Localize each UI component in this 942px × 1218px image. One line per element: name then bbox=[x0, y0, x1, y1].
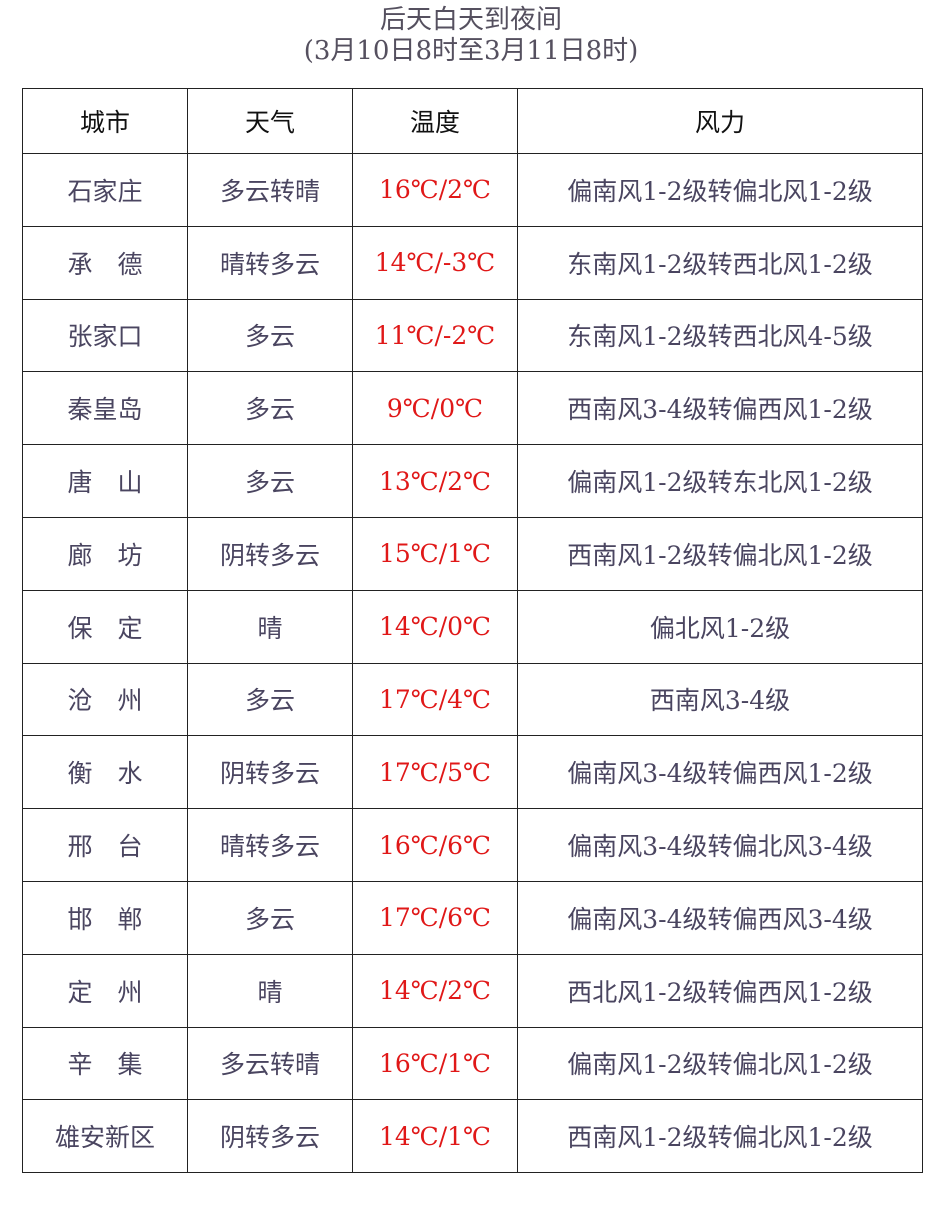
wind-cell: 偏南风3-4级转偏北风3-4级 bbox=[517, 808, 923, 882]
city-cell: 沧 州 bbox=[22, 662, 188, 737]
city-cell: 邢 台 bbox=[22, 808, 188, 882]
weather-cell: 晴 bbox=[187, 589, 353, 664]
weather-cell: 多云 bbox=[187, 444, 353, 518]
weather-cell: 晴 bbox=[187, 953, 353, 1028]
weather-cell: 阴转多云 bbox=[187, 1099, 353, 1174]
temperature-cell: 17℃/6℃ bbox=[352, 880, 518, 955]
wind-cell: 偏南风1-2级转偏北风1-2级 bbox=[517, 153, 923, 227]
wind-cell: 偏南风3-4级转偏西风1-2级 bbox=[517, 735, 923, 810]
weather-cell: 晴转多云 bbox=[187, 808, 353, 882]
temperature-cell: 16℃/1℃ bbox=[352, 1026, 518, 1101]
weather-cell: 阴转多云 bbox=[187, 735, 353, 810]
temperature-cell: 16℃/2℃ bbox=[352, 153, 518, 227]
temperature-cell: 17℃/4℃ bbox=[352, 662, 518, 737]
table-row: 保 定晴 14℃/0℃ 偏北风1-2级 bbox=[22, 589, 923, 664]
temperature-cell: 11℃/-2℃ bbox=[352, 298, 518, 373]
table-row: 沧 州多云 17℃/4℃ 西南风3-4级 bbox=[22, 662, 923, 737]
temperature-cell: 15℃/1℃ bbox=[352, 516, 518, 591]
table-row: 邢 台晴转多云 16℃/6℃ 偏南风3-4级转偏北风3-4级 bbox=[22, 808, 923, 882]
wind-cell: 西南风3-4级转偏西风1-2级 bbox=[517, 371, 923, 446]
weather-cell: 晴转多云 bbox=[187, 225, 353, 300]
weather-cell: 多云 bbox=[187, 880, 353, 955]
temperature-cell: 16℃/6℃ bbox=[352, 808, 518, 882]
header-wind: 风力 bbox=[517, 88, 923, 154]
wind-cell: 偏南风1-2级转东北风1-2级 bbox=[517, 444, 923, 518]
table-row: 秦皇岛 多云 9℃/0℃ 西南风3-4级转偏西风1-2级 bbox=[22, 371, 923, 446]
city-cell: 定 州 bbox=[22, 953, 188, 1028]
city-cell: 唐 山 bbox=[22, 444, 188, 518]
table-row: 邯 郸多云 17℃/6℃ 偏南风3-4级转偏西风3-4级 bbox=[22, 880, 923, 955]
temperature-cell: 17℃/5℃ bbox=[352, 735, 518, 810]
header-temperature: 温度 bbox=[352, 88, 518, 154]
table-header-row: 城市 天气 温度 风力 bbox=[22, 88, 923, 154]
wind-cell: 西南风1-2级转偏北风1-2级 bbox=[517, 1099, 923, 1174]
city-cell: 廊 坊 bbox=[22, 516, 188, 591]
weather-cell: 阴转多云 bbox=[187, 516, 353, 591]
table-row: 雄安新区 阴转多云 14℃/1℃ 西南风1-2级转偏北风1-2级 bbox=[22, 1099, 923, 1174]
page-subtitle: (3月10日8时至3月11日8时) bbox=[303, 36, 639, 66]
wind-cell: 偏北风1-2级 bbox=[517, 589, 923, 664]
city-cell: 辛 集 bbox=[22, 1026, 188, 1101]
table-row: 辛 集多云转晴 16℃/1℃ 偏南风1-2级转偏北风1-2级 bbox=[22, 1026, 923, 1101]
page-title: 后天白天到夜间 bbox=[379, 5, 562, 35]
table-row: 张家口 多云 11℃/-2℃ 东南风1-2级转西北风4-5级 bbox=[22, 298, 923, 373]
city-cell: 邯 郸 bbox=[22, 880, 188, 955]
table-row: 衡 水阴转多云 17℃/5℃ 偏南风3-4级转偏西风1-2级 bbox=[22, 735, 923, 810]
table-row: 唐 山多云 13℃/2℃ 偏南风1-2级转东北风1-2级 bbox=[22, 444, 923, 518]
temperature-cell: 9℃/0℃ bbox=[352, 371, 518, 446]
city-cell: 秦皇岛 bbox=[22, 371, 188, 446]
weather-cell: 多云转晴 bbox=[187, 153, 353, 227]
temperature-cell: 13℃/2℃ bbox=[352, 444, 518, 518]
wind-cell: 西南风1-2级转偏北风1-2级 bbox=[517, 516, 923, 591]
table-row: 石家庄 多云转晴 16℃/2℃ 偏南风1-2级转偏北风1-2级 bbox=[22, 153, 923, 227]
temperature-cell: 14℃/2℃ bbox=[352, 953, 518, 1028]
temperature-cell: 14℃/1℃ bbox=[352, 1099, 518, 1174]
wind-cell: 偏南风3-4级转偏西风3-4级 bbox=[517, 880, 923, 955]
city-cell: 雄安新区 bbox=[22, 1099, 188, 1174]
wind-cell: 东南风1-2级转西北风1-2级 bbox=[517, 225, 923, 300]
table-row: 承 德晴转多云 14℃/-3℃ 东南风1-2级转西北风1-2级 bbox=[22, 225, 923, 300]
wind-cell: 东南风1-2级转西北风4-5级 bbox=[517, 298, 923, 373]
table-row: 廊 坊阴转多云 15℃/1℃ 西南风1-2级转偏北风1-2级 bbox=[22, 516, 923, 591]
temperature-cell: 14℃/-3℃ bbox=[352, 225, 518, 300]
wind-cell: 偏南风1-2级转偏北风1-2级 bbox=[517, 1026, 923, 1101]
table-row: 定 州晴 14℃/2℃ 西北风1-2级转偏西风1-2级 bbox=[22, 953, 923, 1028]
header-weather: 天气 bbox=[187, 88, 353, 154]
temperature-cell: 14℃/0℃ bbox=[352, 589, 518, 664]
wind-cell: 西北风1-2级转偏西风1-2级 bbox=[517, 953, 923, 1028]
city-cell: 承 德 bbox=[22, 225, 188, 300]
weather-table: 城市 天气 温度 风力 石家庄 多云转晴 16℃/2℃ 偏南风1-2级转偏北风1-2级… bbox=[22, 88, 923, 1174]
weather-cell: 多云 bbox=[187, 298, 353, 373]
weather-cell: 多云 bbox=[187, 662, 353, 737]
wind-cell: 西南风3-4级 bbox=[517, 662, 923, 737]
city-cell: 衡 水 bbox=[22, 735, 188, 810]
city-cell: 石家庄 bbox=[22, 153, 188, 227]
city-cell: 保 定 bbox=[22, 589, 188, 664]
city-cell: 张家口 bbox=[22, 298, 188, 373]
weather-cell: 多云 bbox=[187, 371, 353, 446]
weather-cell: 多云转晴 bbox=[187, 1026, 353, 1101]
header-city: 城市 bbox=[22, 88, 188, 154]
